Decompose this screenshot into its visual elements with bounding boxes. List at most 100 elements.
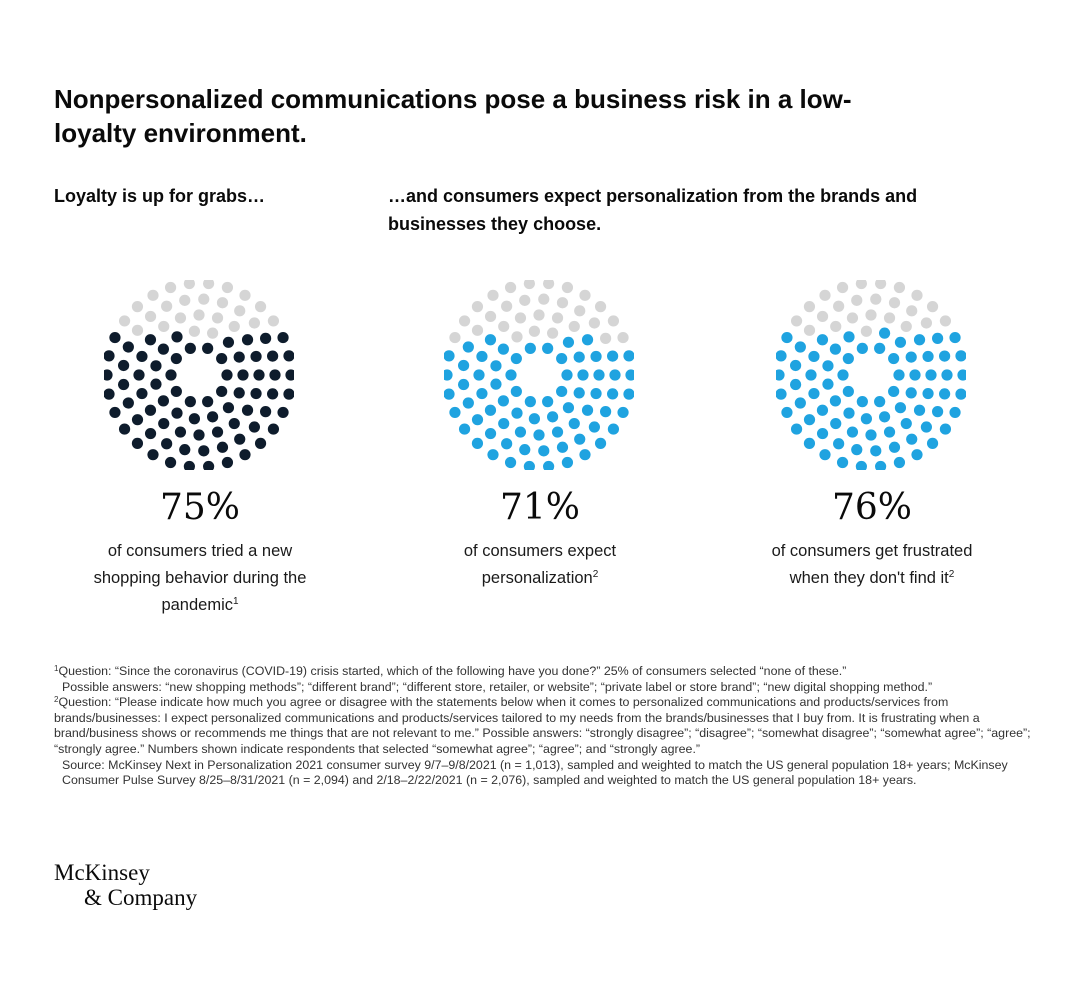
dot-filled [905, 351, 917, 363]
footnote-text: Question: “Please indicate how much you … [54, 695, 1031, 756]
dot-empty [870, 293, 882, 305]
dot-filled [133, 369, 145, 381]
dot-filled [822, 360, 834, 372]
dot-filled [158, 417, 170, 430]
dot-filled [581, 404, 594, 416]
dot-filled [893, 369, 905, 381]
dot-filled [170, 352, 182, 365]
dot-empty [543, 280, 555, 290]
dot-filled [790, 423, 803, 435]
dot-filled [211, 426, 224, 438]
dot-empty [161, 300, 173, 312]
dot-filled [851, 444, 863, 456]
dot-filled [781, 406, 793, 419]
dot-filled [490, 378, 502, 390]
dot-filled [926, 437, 939, 449]
dot-filled [497, 343, 509, 355]
dot-empty [594, 301, 607, 313]
dot-filled [893, 456, 906, 469]
dot-filled [816, 404, 829, 416]
dot-empty [183, 280, 195, 290]
dot-empty [855, 280, 867, 290]
dot-empty [920, 317, 932, 329]
dot-empty [926, 301, 939, 313]
dot-circle-tried-new-behavior [104, 280, 294, 470]
dot-empty [551, 312, 564, 324]
dot-filled [870, 445, 882, 457]
dot-empty [574, 305, 586, 317]
dot-empty [836, 281, 849, 294]
footnote-text: Question: “Since the coronavirus (COVID-… [58, 664, 847, 678]
dot-empty [865, 309, 877, 321]
dot-filled [533, 429, 545, 441]
dot-filled [237, 369, 249, 381]
logo-line-1: McKinsey [54, 860, 150, 885]
dot-filled [955, 388, 966, 400]
dot-filled [939, 350, 951, 362]
dot-filled [600, 406, 612, 418]
dot-filled [906, 433, 918, 445]
dot-filled [150, 360, 162, 372]
dot-filled [556, 385, 568, 398]
dot-filled [955, 350, 966, 362]
dot-filled [561, 456, 574, 469]
dot-filled [609, 369, 621, 381]
dot-filled [913, 334, 926, 346]
dot-empty [118, 315, 131, 327]
dot-filled [510, 385, 522, 398]
dot-empty [179, 294, 191, 306]
dot-filled [865, 429, 877, 441]
dot-filled [131, 437, 144, 449]
dot-filled [233, 387, 245, 399]
dot-empty [131, 301, 144, 313]
dot-filled [254, 437, 267, 449]
dot-filled [241, 334, 254, 346]
dot-filled [894, 402, 907, 414]
dot-filled [888, 385, 900, 398]
dot-filled [588, 421, 600, 433]
dot-empty [911, 289, 923, 301]
dot-filled [607, 350, 619, 362]
dot-filled [144, 427, 157, 440]
dot-filled [476, 387, 488, 400]
dot-empty [487, 289, 499, 301]
dot-filled [594, 437, 607, 449]
dot-empty [533, 309, 545, 321]
dot-filled [179, 444, 191, 456]
dot-filled [216, 441, 229, 453]
dot-filled [118, 378, 130, 391]
dot-filled [846, 426, 859, 438]
dot-empty [254, 301, 267, 313]
dot-filled [122, 397, 134, 409]
dot-filled [514, 426, 527, 438]
dot-empty [803, 324, 816, 336]
dot-empty [144, 310, 157, 323]
dot-empty [458, 315, 471, 327]
dot-filled [941, 369, 953, 381]
dot-empty [198, 293, 210, 305]
dot-filled [932, 406, 944, 418]
dot-filled [253, 369, 265, 381]
dot-filled [444, 388, 455, 400]
dot-filled [829, 395, 841, 407]
dot-filled [593, 369, 605, 381]
dot-empty [228, 320, 240, 333]
dot-filled [118, 359, 130, 372]
dot-filled [233, 351, 245, 363]
dot-filled [183, 460, 195, 470]
dot-empty [449, 331, 461, 344]
dot-filled [462, 397, 474, 409]
dot-filled [458, 423, 471, 435]
dot-filled [837, 369, 849, 381]
dot-filled [104, 388, 115, 400]
dot-empty [888, 297, 901, 309]
dot-filled [562, 402, 575, 414]
dot-filled [805, 369, 817, 381]
dot-filled [170, 385, 182, 398]
dot-filled [222, 336, 235, 348]
dot-filled [277, 331, 289, 344]
dot-filled [568, 417, 580, 430]
dot-filled [879, 327, 891, 339]
dot-empty [579, 289, 591, 301]
dot-empty [188, 325, 200, 337]
